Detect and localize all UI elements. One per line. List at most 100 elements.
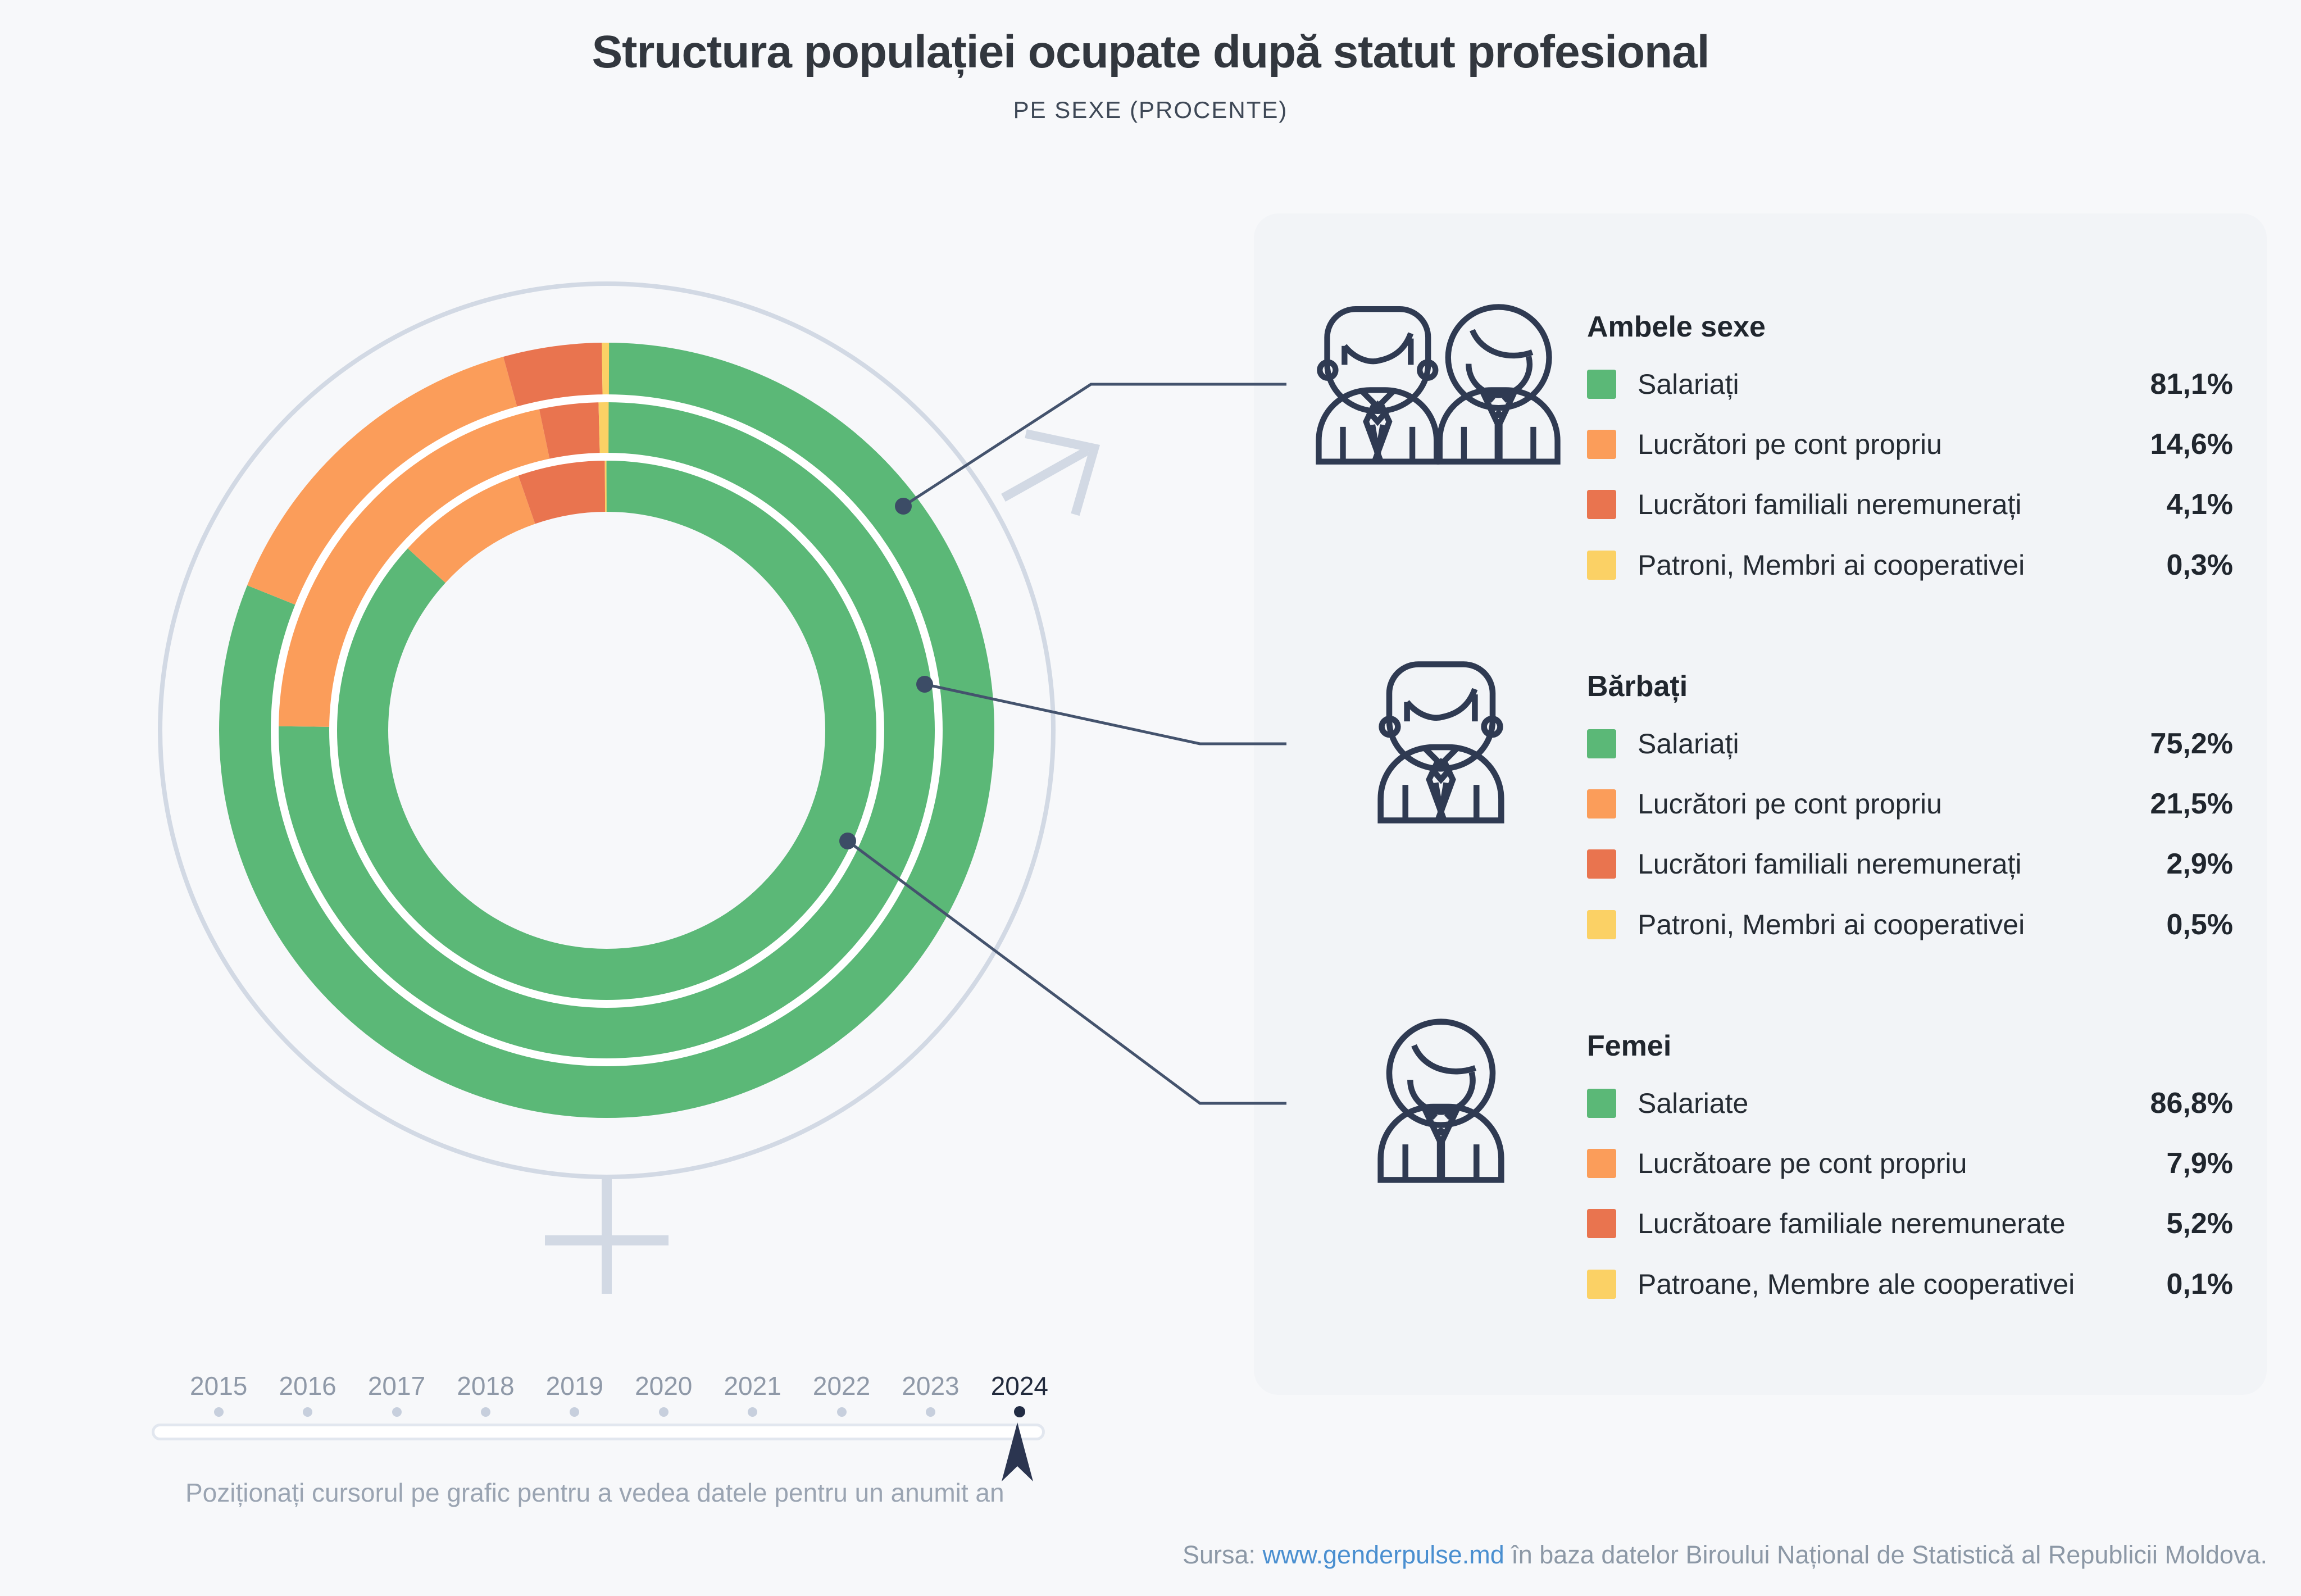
year-label[interactable]: 2019 [545, 1371, 603, 1401]
legend-value: 0,1% [2166, 1268, 2233, 1301]
timeline-cursor-icon[interactable] [1002, 1422, 1033, 1483]
legend-label: Patroni, Membri ai cooperativei [1638, 909, 2025, 940]
page-subtitle: PE SEXE (PROCENTE) [1013, 97, 1288, 123]
legend-label: Salariați [1638, 728, 1739, 760]
ring-segment-inner-3[interactable] [336, 460, 877, 1001]
legend-row: Patroane, Membre ale cooperativei 0,1% [1587, 1259, 2233, 1309]
male-arrow-icon [1001, 447, 1090, 502]
timeline-dots [174, 1404, 1064, 1419]
callout-line-ambele-sexe [902, 383, 1286, 508]
year-label[interactable]: 2017 [367, 1371, 426, 1401]
legend-label: Salariate [1638, 1088, 1749, 1119]
legend-value: 81,1% [2150, 368, 2233, 401]
year-dot[interactable] [797, 1404, 886, 1419]
man-icon [1376, 656, 1506, 828]
callout-line-femei [847, 839, 1286, 1105]
legend-label: Lucrători familiali neremunerați [1638, 848, 2022, 880]
timeline-instruction: Poziționați cursorul pe grafic pentru a … [185, 1478, 1004, 1507]
source-prefix: Sursa: [1182, 1540, 1263, 1569]
ring-segment-outer-3[interactable] [219, 343, 994, 1118]
gender-symbol-circle [158, 281, 1056, 1179]
source-link[interactable]: www.genderpulse.md [1262, 1540, 1504, 1569]
year-dot[interactable] [530, 1404, 619, 1419]
year-label[interactable]: 2024 [990, 1371, 1049, 1401]
legend-label: Lucrători familiali neremunerați [1638, 489, 2022, 520]
legend-row: Lucrători pe cont propriu 14,6% [1587, 419, 2233, 470]
legend-label: Lucrătoare familiale neremunerate [1638, 1208, 2066, 1239]
legend-row: Salariate 86,8% [1587, 1078, 2233, 1129]
ring-segment-outer-1[interactable] [219, 343, 994, 1118]
source-suffix: în baza datelor Biroului Național de Sta… [1504, 1540, 2267, 1569]
legend-value: 86,8% [2150, 1087, 2233, 1120]
legend-row: Lucrători pe cont propriu 21,5% [1587, 779, 2233, 829]
legend-row: Salariați 81,1% [1587, 359, 2233, 410]
legend-row: Salariați 75,2% [1587, 719, 2233, 769]
legend-row: Lucrătoare pe cont propriu 7,9% [1587, 1138, 2233, 1189]
legend-value: 14,6% [2150, 428, 2233, 461]
legend-value: 7,9% [2166, 1147, 2233, 1180]
female-cross-icon [545, 1176, 669, 1294]
legend-value: 21,5% [2150, 788, 2233, 820]
swatch-familiali-icon [1587, 490, 1616, 519]
callout-dot-ambele-sexe [895, 498, 912, 515]
timeline-years: 2015 2016 2017 2018 2019 2020 2021 2022 … [174, 1370, 1064, 1402]
legend-row: Patroni, Membri ai cooperativei 0,5% [1587, 899, 2233, 950]
legend-label: Patroane, Membre ale cooperativei [1638, 1268, 2075, 1300]
year-dot[interactable] [886, 1404, 975, 1419]
year-label[interactable]: 2016 [279, 1371, 336, 1401]
year-dot[interactable] [263, 1404, 352, 1419]
swatch-cont-propriu-icon [1587, 430, 1616, 459]
ring-segment-middle-3[interactable] [278, 402, 935, 1059]
swatch-salariate-icon [1587, 1089, 1616, 1118]
swatch-salariati-icon [1587, 370, 1616, 399]
legend-label: Lucrătoare pe cont propriu [1638, 1148, 1967, 1179]
year-dot[interactable] [708, 1404, 797, 1419]
woman-icon [1376, 1015, 1506, 1188]
male-arrow-head-icon [1025, 429, 1101, 516]
year-dot[interactable] [619, 1404, 708, 1419]
legend-row: Patroni, Membri ai cooperativei 0,3% [1587, 540, 2233, 590]
year-label[interactable]: 2015 [190, 1371, 248, 1401]
ring-segment-inner-1[interactable] [336, 460, 877, 1001]
ring-segment-inner-2[interactable] [336, 460, 877, 1001]
legend-label: Lucrători pe cont propriu [1638, 788, 1942, 820]
ring-segment-inner-0[interactable] [336, 460, 877, 1001]
year-dot[interactable] [975, 1404, 1064, 1419]
legend-row: Lucrătoare familiale neremunerate 5,2% [1587, 1198, 2233, 1249]
swatch-patroni-icon [1587, 551, 1616, 580]
ring-separator-outer [271, 394, 943, 1066]
legend-value: 2,9% [2166, 848, 2233, 880]
swatch-familiali-icon [1587, 849, 1616, 879]
swatch-salariati-icon [1587, 729, 1616, 758]
year-label[interactable]: 2020 [635, 1371, 693, 1401]
ring-segment-outer-2[interactable] [219, 343, 994, 1118]
callout-dot-femei [839, 833, 856, 849]
timeline-slider-track[interactable] [152, 1424, 1045, 1440]
legend-value: 0,3% [2166, 549, 2233, 581]
page-title: Structura populației ocupate după statut… [592, 26, 1709, 78]
ring-segment-outer-0[interactable] [219, 343, 994, 1118]
year-dot[interactable] [352, 1404, 441, 1419]
swatch-familiale-icon [1587, 1209, 1616, 1238]
legend-value: 4,1% [2166, 488, 2233, 521]
year-label[interactable]: 2021 [724, 1371, 781, 1401]
callout-dot-barbati [916, 676, 933, 693]
group-title-femei: Femei [1587, 1030, 1672, 1062]
ring-segment-middle-2[interactable] [278, 402, 935, 1059]
year-label[interactable]: 2022 [812, 1371, 871, 1401]
ring-separator-inner [329, 453, 884, 1008]
year-label[interactable]: 2023 [902, 1371, 959, 1401]
ring-segment-middle-0[interactable] [278, 402, 935, 1059]
ring-segment-middle-1[interactable] [278, 402, 935, 1059]
year-label[interactable]: 2018 [457, 1371, 515, 1401]
legend-value: 5,2% [2166, 1207, 2233, 1240]
legend-label: Lucrători pe cont propriu [1638, 429, 1942, 460]
year-dot[interactable] [174, 1404, 263, 1419]
man-woman-icon [1315, 301, 1562, 469]
legend-panel [1254, 213, 2267, 1395]
year-dot[interactable] [441, 1404, 530, 1419]
swatch-patroni-icon [1587, 910, 1616, 939]
swatch-cont-propriu-icon [1587, 1149, 1616, 1178]
group-title-barbati: Bărbați [1587, 670, 1688, 703]
